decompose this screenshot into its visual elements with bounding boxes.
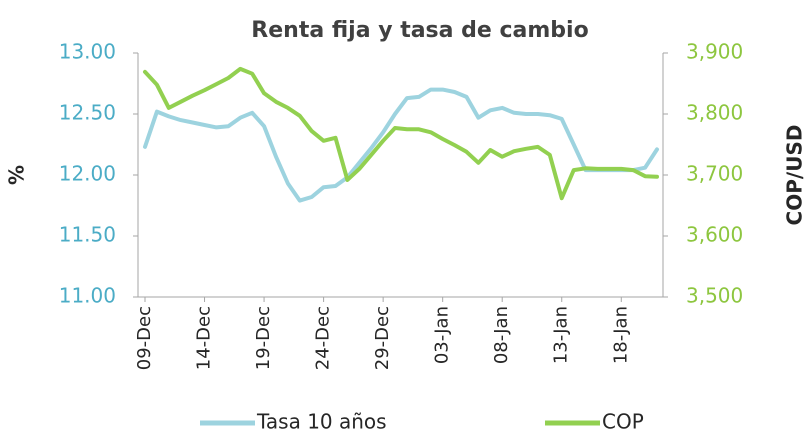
y2-tick-label: 3,800 xyxy=(686,101,743,125)
legend-label: COP xyxy=(602,410,644,434)
y-tick-label: 12.50 xyxy=(59,101,116,125)
x-tick-label: 19-Dec xyxy=(253,306,274,370)
y-tick-label: 12.00 xyxy=(59,162,116,186)
x-tick-label: 09-Dec xyxy=(134,306,155,370)
x-tick-label: 24-Dec xyxy=(313,306,334,370)
y2-axis-label: COP/USD xyxy=(783,125,807,226)
x-tick-label: 03-Jan xyxy=(432,306,453,364)
y-tick-label: 13.00 xyxy=(59,40,116,64)
y-tick-label: 11.50 xyxy=(59,223,116,247)
y-axis-label: % xyxy=(5,165,29,185)
legend-label: Tasa 10 años xyxy=(256,410,387,434)
x-tick-label: 14-Dec xyxy=(194,306,215,370)
x-tick-label: 08-Jan xyxy=(491,306,512,364)
x-tick-label: 29-Dec xyxy=(372,306,393,370)
y2-tick-label: 3,600 xyxy=(686,223,743,247)
chart-title: Renta fija y tasa de cambio xyxy=(251,18,588,43)
line-series xyxy=(143,87,659,203)
x-tick-label: 13-Jan xyxy=(551,306,572,364)
y2-tick-label: 3,900 xyxy=(686,40,743,64)
y2-tick-label: 3,700 xyxy=(686,162,743,186)
y2-tick-label: 3,500 xyxy=(686,284,743,308)
x-tick-label: 18-Jan xyxy=(610,306,631,364)
y-tick-label: 11.00 xyxy=(59,284,116,308)
line-series xyxy=(143,66,659,201)
